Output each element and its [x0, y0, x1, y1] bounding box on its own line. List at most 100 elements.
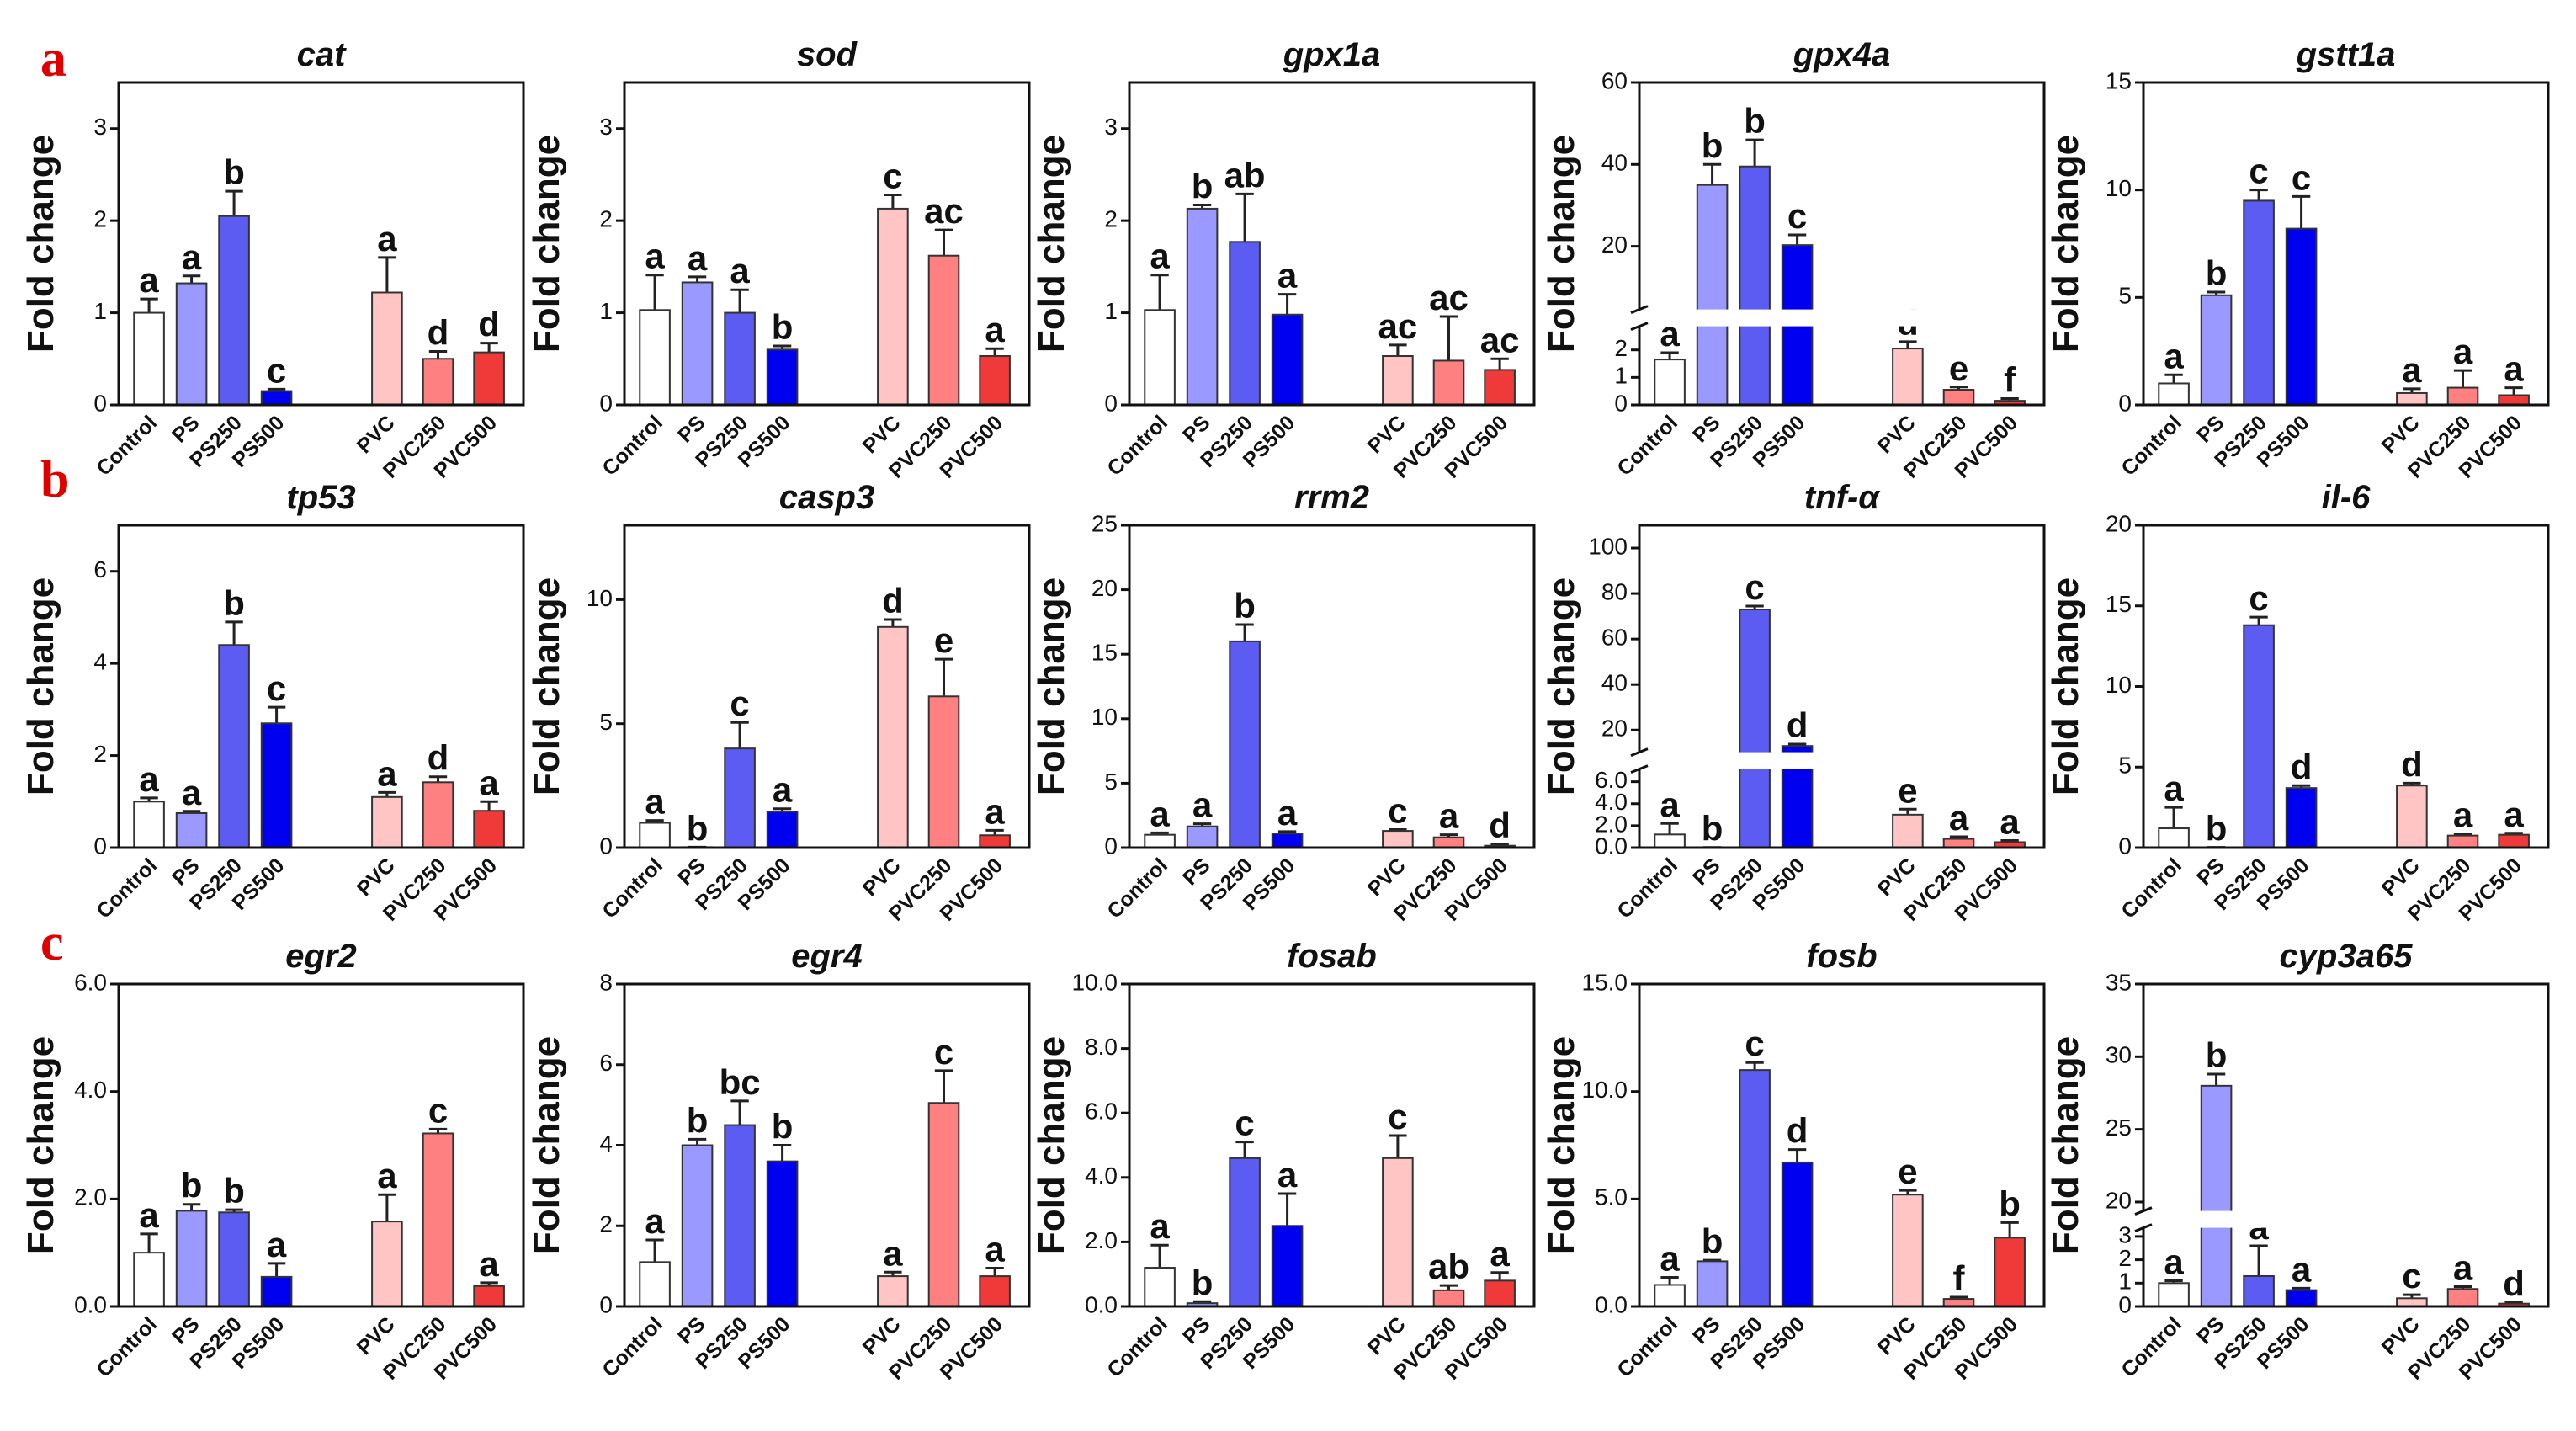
y-tick-label: 15	[1091, 640, 1118, 666]
y-tick-label: 20	[1601, 231, 1628, 258]
x-tick-label: PVC	[858, 854, 906, 901]
y-tick-label: 20	[2106, 1187, 2132, 1213]
y-tick-label: 0.0	[1595, 1291, 1628, 1317]
y-tick-label: 35	[2106, 969, 2132, 995]
significance-letter: b	[2206, 1035, 2228, 1075]
chart-title: tnf-α	[1804, 479, 1881, 516]
plot-frame	[623, 982, 1031, 1308]
bar	[2446, 386, 2479, 406]
bar	[1229, 241, 1261, 406]
significance-letter: c	[267, 668, 286, 708]
bar	[1271, 1225, 1304, 1307]
bar	[1144, 833, 1176, 848]
significance-letter: ac	[1429, 278, 1469, 317]
y-tick-label: 40	[1601, 670, 1628, 696]
significance-letter: f	[1953, 1258, 1966, 1298]
bar	[133, 311, 165, 407]
y-axis-label: Fold change	[2045, 577, 2086, 795]
bar	[1739, 165, 1771, 406]
y-tick-label: 4	[599, 1130, 613, 1157]
bar	[2396, 391, 2428, 406]
y-tick-label: 0	[599, 833, 613, 859]
significance-letter: ab	[1224, 155, 1266, 194]
chart-title: cyp3a65	[2280, 938, 2414, 975]
significance-letter: d	[882, 581, 904, 620]
bar	[1696, 184, 1729, 407]
significance-letter: a	[1277, 256, 1298, 295]
bar	[877, 207, 909, 406]
y-tick-label: 25	[1091, 510, 1118, 536]
significance-letter: b	[223, 152, 245, 192]
y-tick-label: 5	[1104, 769, 1118, 795]
significance-letter: b	[181, 1166, 203, 1205]
y-tick-label: 1	[1614, 363, 1628, 389]
y-tick-label: 2.0	[1085, 1227, 1118, 1253]
bar	[927, 1102, 960, 1307]
y-tick-label: 0	[1104, 390, 1118, 416]
y-tick-label: 6.0	[1595, 767, 1628, 793]
significance-letter: a	[985, 791, 1005, 831]
significance-letter: a	[773, 770, 793, 810]
bar	[639, 1261, 671, 1308]
y-axis-label: Fold change	[2045, 135, 2086, 353]
y-tick-label: 4.0	[74, 1077, 107, 1103]
chart-title: cat	[297, 36, 347, 73]
significance-letter: c	[2292, 157, 2311, 197]
bar	[218, 215, 250, 406]
x-tick-label: Control	[1612, 854, 1682, 923]
y-tick-label: 60	[1601, 67, 1628, 93]
significance-letter: a	[2000, 802, 2020, 842]
y-tick-label: 8	[599, 969, 613, 995]
bar	[724, 1124, 756, 1307]
bar	[218, 644, 250, 848]
bar	[1271, 313, 1304, 407]
bar	[979, 355, 1011, 407]
significance-letter: a	[2164, 336, 2184, 375]
y-tick-label: 30	[2106, 1042, 2132, 1068]
bar	[2158, 382, 2190, 407]
bar	[766, 1160, 799, 1308]
significance-letter: f	[2004, 359, 2016, 399]
significance-letter: ac	[1378, 306, 1418, 346]
significance-letter: b	[687, 808, 709, 848]
x-tick-label: PVC	[2377, 1312, 2425, 1359]
bar	[1892, 813, 1924, 848]
y-tick-label: 8.0	[1085, 1034, 1118, 1060]
x-tick-label: Control	[598, 411, 667, 481]
bar	[1484, 1279, 1516, 1307]
y-tick-label: 5	[2118, 753, 2132, 779]
y-tick-label: 0	[599, 1291, 613, 1317]
significance-letter: bc	[720, 1062, 761, 1102]
x-tick-label: PVC	[353, 1312, 400, 1359]
significance-letter: ab	[1428, 1247, 1469, 1286]
y-tick-label: 0	[1614, 390, 1628, 416]
bar	[1781, 1161, 1814, 1307]
chart-title: egr2	[285, 938, 357, 975]
bar	[724, 747, 756, 849]
y-tick-label: 10.0	[1582, 1077, 1628, 1103]
bar	[260, 722, 293, 848]
y-tick-label: 0.0	[74, 1291, 107, 1317]
x-tick-label: Control	[92, 411, 162, 481]
bar	[1144, 309, 1176, 406]
significance-letter: c	[2249, 152, 2268, 191]
axis-break	[1629, 309, 2032, 327]
y-tick-label: 1	[1104, 298, 1118, 324]
plot-frame	[117, 982, 525, 1308]
bar	[175, 1210, 208, 1308]
y-tick-label: 2	[93, 741, 107, 767]
bar	[2243, 624, 2275, 848]
bar	[1382, 1157, 1414, 1307]
bar	[473, 351, 505, 406]
bar	[1382, 830, 1414, 848]
bar	[218, 1211, 250, 1307]
bar	[1229, 640, 1261, 848]
significance-letter: a	[645, 782, 665, 822]
y-tick-label: 1	[93, 298, 107, 324]
bar	[1432, 836, 1465, 849]
panel-label: c	[40, 914, 64, 971]
x-tick-label: PVC	[1873, 1312, 1920, 1359]
bar	[260, 390, 293, 407]
significance-letter: a	[2164, 1242, 2184, 1282]
y-tick-label: 4.0	[1595, 789, 1628, 815]
